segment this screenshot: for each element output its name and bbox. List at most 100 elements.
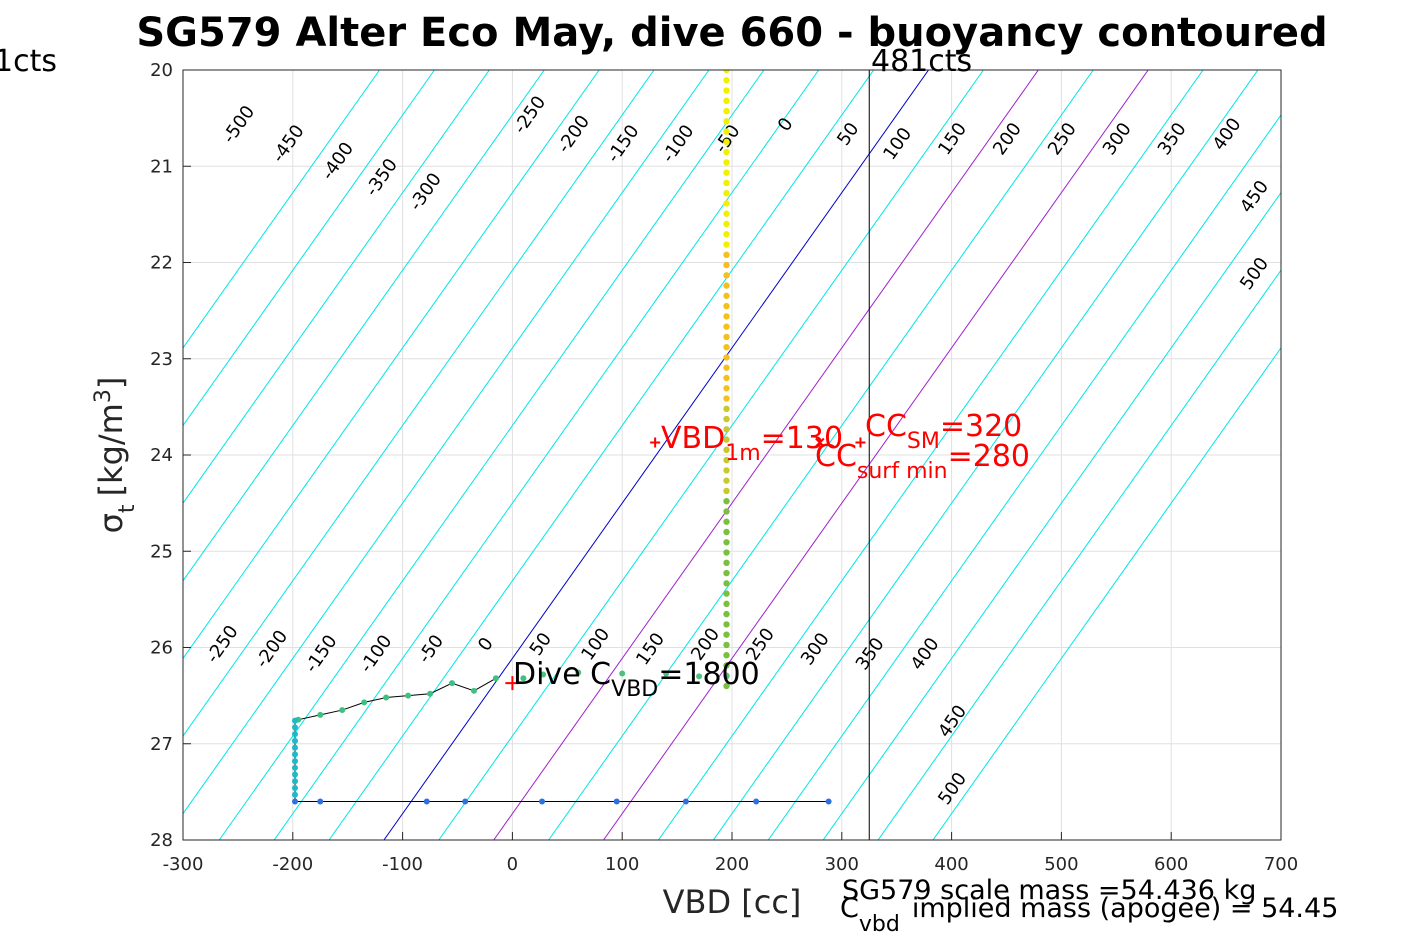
profile-point — [317, 798, 324, 805]
contour-line — [383, 70, 929, 840]
profile-point — [723, 426, 730, 433]
contour-label: -350 — [361, 155, 402, 201]
contour-lines — [183, 70, 1281, 840]
y-axis-ticks: 20 21 22 23 24 25 26 27 28 — [150, 60, 191, 851]
contour-label: 500 — [934, 769, 971, 809]
profile-point — [723, 313, 730, 320]
contour-label: 100 — [879, 124, 916, 164]
footer-implied-mass: Cvbdimplied mass (apogee) = 54.45 — [840, 893, 1338, 937]
contour-line — [328, 70, 875, 840]
contour-label: -300 — [405, 169, 446, 215]
y-tick-label: 27 — [150, 734, 173, 755]
profile-point — [723, 467, 730, 474]
annotation-vbd-1m: VBD1m=130 — [661, 421, 843, 466]
contour-line — [183, 70, 490, 504]
contour-label: -250 — [510, 92, 551, 138]
profile-point — [291, 737, 298, 744]
profile-point — [723, 600, 730, 608]
contour-label: 350 — [852, 634, 889, 674]
svg-text:σt[kg/m3]: σt [kg/m3] — [91, 377, 140, 534]
profile-point — [291, 778, 298, 785]
contour-line — [218, 70, 765, 840]
profile-point — [723, 477, 730, 484]
profile-point — [723, 323, 730, 330]
contour-label: 150 — [934, 119, 971, 159]
profile-point — [723, 487, 730, 495]
profile-point — [723, 220, 730, 228]
profile-point — [613, 798, 620, 805]
contour-line — [877, 269, 1281, 840]
contour-label: 50 — [833, 119, 863, 150]
profile-point — [825, 798, 832, 805]
x-tick-label: 400 — [934, 854, 968, 875]
contour-line — [183, 70, 655, 737]
y-tick-label: 28 — [150, 830, 173, 851]
contour-label: -200 — [553, 111, 594, 157]
profile-point — [291, 724, 298, 731]
profile-point — [723, 662, 730, 669]
profile-point — [723, 169, 730, 176]
profile-point — [723, 580, 730, 587]
profile-point — [723, 446, 730, 454]
y-tick-label: 22 — [150, 253, 173, 274]
profile-point — [723, 87, 730, 94]
profile-point — [723, 128, 730, 135]
profile-point — [723, 261, 730, 269]
x-tick-label: 300 — [825, 854, 859, 875]
profile-point — [723, 302, 730, 310]
profile-point — [723, 652, 730, 659]
profile-point — [383, 694, 390, 701]
contour-line — [183, 70, 435, 427]
profile-point — [339, 707, 346, 714]
contour-label: 500 — [1236, 254, 1273, 294]
contour-label: 400 — [1209, 114, 1246, 154]
profile-point — [291, 758, 298, 765]
profile-point — [291, 764, 298, 771]
profile-point — [723, 210, 730, 217]
profile-point — [723, 528, 730, 536]
profile-point — [723, 251, 730, 258]
contour-label: 350 — [1154, 119, 1191, 159]
profile-point — [317, 711, 324, 718]
profile-point — [723, 241, 730, 248]
profile-point — [723, 405, 730, 412]
x-tick-label: -300 — [163, 854, 204, 875]
x-tick-label: 500 — [1044, 854, 1078, 875]
profile-point — [462, 798, 469, 805]
profile-point — [291, 798, 298, 805]
contour-label: 300 — [1099, 119, 1136, 159]
contour-label: 450 — [934, 701, 971, 741]
profile-point — [723, 344, 730, 351]
contour-label: -100 — [658, 121, 699, 167]
profile-point — [723, 97, 730, 105]
contour-line — [712, 70, 1259, 840]
contour-line — [822, 191, 1281, 840]
profile-point — [663, 670, 670, 677]
contour-line — [603, 70, 1149, 840]
profile-point — [723, 200, 730, 207]
profile-point — [753, 798, 760, 805]
profile-point — [539, 798, 546, 805]
profile-point — [723, 395, 730, 402]
y-axis-label-sub: t — [115, 504, 140, 513]
profile-point — [682, 798, 689, 805]
marker-cc-surf-min — [815, 437, 825, 448]
profile-point — [723, 364, 730, 371]
contour-label: 300 — [797, 629, 834, 669]
profile-point — [723, 590, 730, 597]
y-tick-label: 21 — [150, 156, 173, 177]
profile-point — [723, 179, 730, 187]
profile-point — [723, 673, 730, 680]
contour-line — [183, 70, 380, 349]
profile-point — [291, 731, 298, 738]
contour-line — [493, 70, 1039, 840]
contour-label: 200 — [989, 119, 1026, 159]
dive-profile — [291, 70, 832, 805]
contour-label: -500 — [219, 102, 260, 148]
y-tick-label: 24 — [150, 445, 173, 466]
x-tick-label: -200 — [272, 854, 313, 875]
x-tick-label: -100 — [382, 854, 423, 875]
profile-point — [723, 292, 730, 300]
x-axis-label: VBD [cc] — [663, 883, 802, 921]
